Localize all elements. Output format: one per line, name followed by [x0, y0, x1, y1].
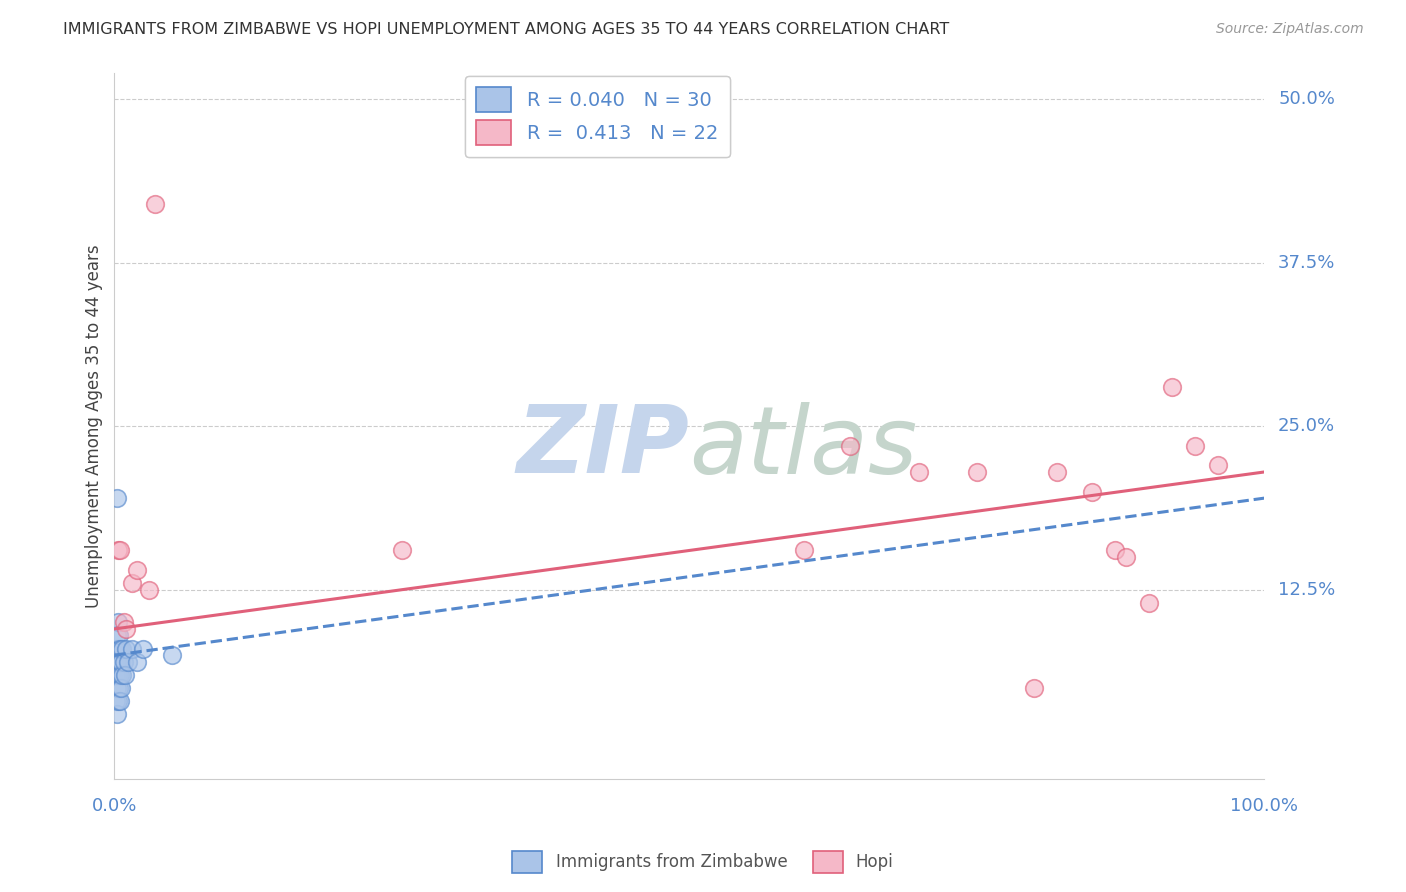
Text: IMMIGRANTS FROM ZIMBABWE VS HOPI UNEMPLOYMENT AMONG AGES 35 TO 44 YEARS CORRELAT: IMMIGRANTS FROM ZIMBABWE VS HOPI UNEMPLO… [63, 22, 949, 37]
Point [107, 543, 129, 558]
Point [108, 655, 131, 669]
Point [108, 543, 131, 558]
Point [117, 655, 139, 669]
Point [104, 694, 127, 708]
Point [391, 543, 413, 558]
Point [104, 641, 127, 656]
Text: 0.0%: 0.0% [91, 797, 138, 815]
Point [115, 622, 138, 636]
Point [1024, 681, 1046, 695]
Point [839, 439, 862, 453]
Point [108, 694, 131, 708]
Point [127, 655, 149, 669]
Text: Source: ZipAtlas.com: Source: ZipAtlas.com [1216, 22, 1364, 37]
Point [121, 641, 143, 656]
Text: ZIP: ZIP [516, 401, 689, 493]
Point [105, 655, 128, 669]
Point [127, 563, 149, 577]
Point [108, 641, 131, 656]
Point [1184, 439, 1206, 453]
Point [1137, 596, 1160, 610]
Point [121, 576, 143, 591]
Point [107, 667, 129, 681]
Point [105, 706, 128, 721]
Point [105, 491, 128, 505]
Point [115, 641, 138, 656]
Text: 25.0%: 25.0% [1278, 417, 1336, 435]
Point [111, 667, 134, 681]
Point [105, 628, 128, 642]
Point [1104, 543, 1126, 558]
Point [105, 681, 128, 695]
Y-axis label: Unemployment Among Ages 35 to 44 years: Unemployment Among Ages 35 to 44 years [86, 244, 103, 608]
Legend: Immigrants from Zimbabwe, Hopi: Immigrants from Zimbabwe, Hopi [506, 845, 900, 880]
Point [1081, 484, 1104, 499]
Point [1208, 458, 1230, 473]
Point [108, 628, 131, 642]
Text: 37.5%: 37.5% [1278, 253, 1336, 272]
Point [1115, 549, 1137, 564]
Point [112, 615, 135, 630]
Text: 50.0%: 50.0% [1278, 90, 1334, 108]
Point [132, 641, 155, 656]
Text: 12.5%: 12.5% [1278, 581, 1336, 599]
Point [908, 465, 931, 479]
Point [111, 641, 134, 656]
Point [160, 648, 183, 662]
Point [114, 667, 136, 681]
Point [112, 655, 135, 669]
Point [1161, 380, 1184, 394]
Point [966, 465, 988, 479]
Point [107, 694, 129, 708]
Point [110, 681, 132, 695]
Point [143, 196, 166, 211]
Text: 100.0%: 100.0% [1230, 797, 1298, 815]
Point [108, 667, 131, 681]
Legend: R = 0.040   N = 30, R =  0.413   N = 22: R = 0.040 N = 30, R = 0.413 N = 22 [465, 76, 730, 157]
Point [793, 543, 815, 558]
Point [107, 641, 129, 656]
Point [108, 681, 131, 695]
Point [104, 667, 127, 681]
Point [1046, 465, 1069, 479]
Point [107, 615, 129, 630]
Point [138, 582, 160, 597]
Text: atlas: atlas [689, 402, 918, 493]
Point [110, 655, 132, 669]
